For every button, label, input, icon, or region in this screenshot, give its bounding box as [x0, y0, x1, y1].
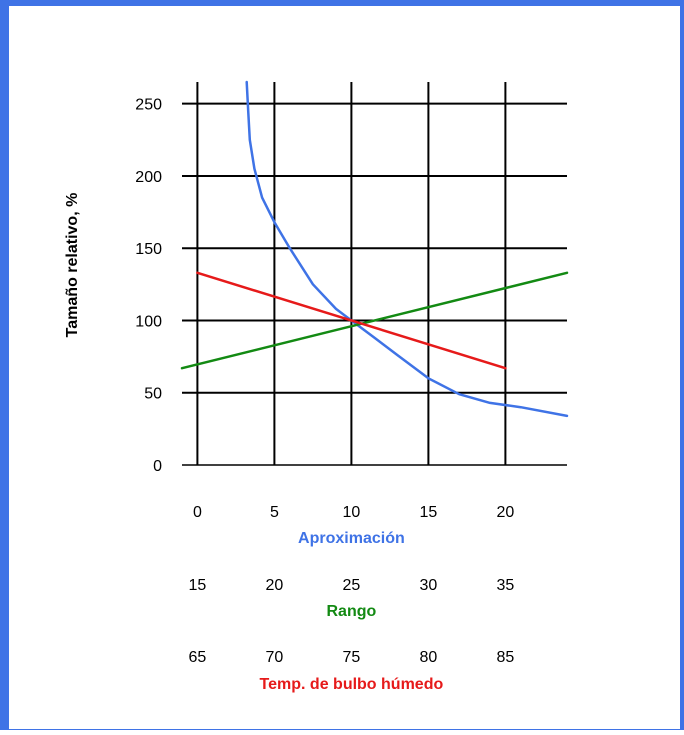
frame-border-right [680, 0, 684, 730]
axis-1-tick-4: 35 [497, 577, 515, 594]
axis-2-tick-4: 85 [497, 649, 515, 666]
axis-1-tick-1: 20 [266, 577, 284, 594]
plot-series [180, 80, 569, 418]
axis-0-tick-0: 0 [193, 504, 202, 521]
axis-2-label: Temp. de bulbo húmedo [260, 676, 444, 693]
y-tick-label-5: 250 [135, 97, 162, 114]
frame-border-top [0, 0, 684, 6]
frame-border-left [0, 0, 9, 730]
y-tick-label-2: 100 [135, 313, 162, 330]
axis-0-tick-4: 20 [497, 504, 515, 521]
y-tick-label-4: 200 [135, 169, 162, 186]
series-line-0 [245, 80, 569, 418]
axis-2-tick-3: 80 [420, 649, 438, 666]
axis-1-tick-3: 30 [420, 577, 438, 594]
y-tick-label-1: 50 [144, 386, 162, 403]
axis-0-tick-2: 10 [343, 504, 361, 521]
grid-lines [182, 82, 567, 466]
axis-1-tick-0: 15 [189, 577, 207, 594]
axis-0-label: Aproximación [298, 530, 405, 547]
series-line-1 [180, 271, 569, 370]
axis-0-tick-1: 5 [270, 504, 279, 521]
x-axes: 0 5 10 15 20 Aproximación 15 20 25 30 35 Rango 65 70 7… [189, 504, 515, 693]
axis-2-tick-1: 70 [266, 649, 284, 666]
y-tick-label-3: 150 [135, 241, 162, 258]
y-axis-label: Tamaño relativo, % [64, 193, 81, 338]
series-line-2 [196, 271, 507, 370]
y-tick-label-0: 0 [153, 458, 162, 475]
axis-0-tick-3: 15 [420, 504, 438, 521]
axis-1-label: Rango [327, 603, 377, 620]
axis-1-tick-2: 25 [343, 577, 361, 594]
axis-2-tick-2: 75 [343, 649, 361, 666]
axis-2-tick-0: 65 [189, 649, 207, 666]
y-tick-labels: 0 50 100 150 200 250 [135, 97, 162, 475]
